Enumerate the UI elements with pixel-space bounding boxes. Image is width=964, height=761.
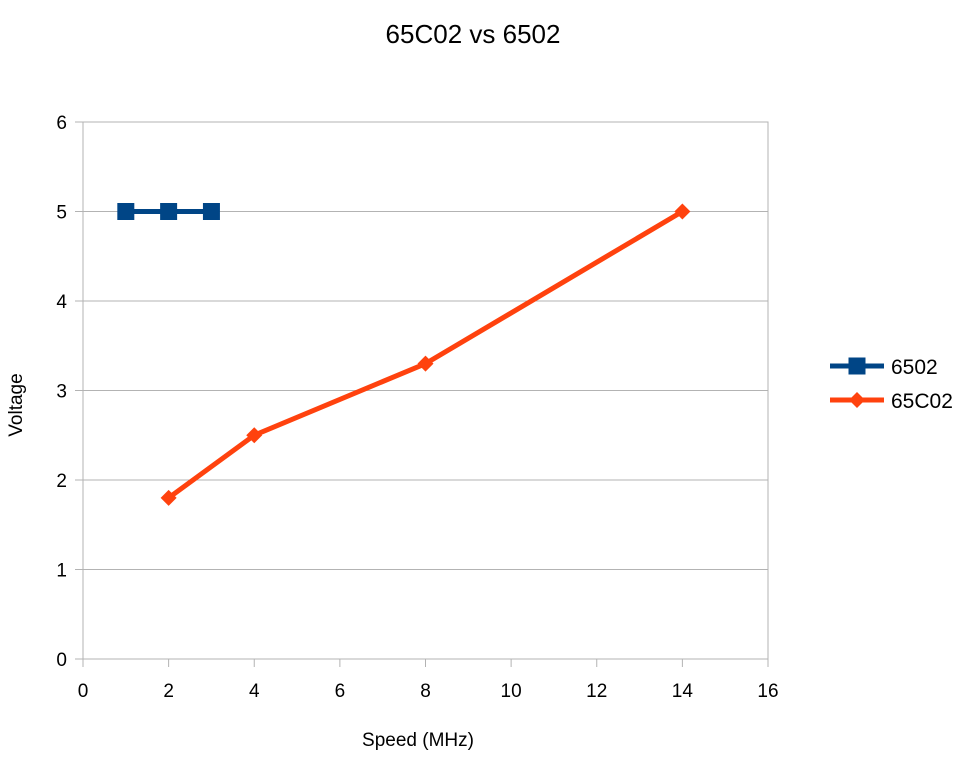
- x-axis-label: Speed (MHz): [362, 730, 474, 751]
- x-tick-label: 6: [335, 681, 346, 702]
- data-point-65C02: [246, 427, 263, 444]
- data-point-65C02: [674, 203, 691, 220]
- legend-item-6502: 6502: [830, 356, 938, 379]
- y-tick-label: 6: [56, 113, 67, 134]
- x-tick-label: 10: [501, 681, 522, 702]
- x-tick-label: 12: [586, 681, 607, 702]
- data-point-6502: [202, 203, 220, 220]
- series-layer: [117, 203, 691, 506]
- x-tick-label: 4: [249, 681, 260, 702]
- y-tick-label: 0: [56, 650, 67, 671]
- y-tick-label: 5: [56, 203, 67, 224]
- y-tick-label: 2: [56, 471, 67, 492]
- legend-marker: [848, 357, 866, 375]
- legend-marker: [849, 392, 865, 408]
- legend: 6502 65C02: [830, 356, 953, 413]
- x-tick-label: 0: [78, 681, 89, 702]
- y-axis-label: Voltage: [6, 373, 27, 436]
- x-axis-ticks: 0 2 4 6 8 10 12 14 16: [78, 659, 779, 702]
- y-tick-label: 1: [56, 561, 67, 582]
- y-axis-ticks: 0 1 2 3 4 5 6: [56, 113, 83, 671]
- x-tick-label: 14: [672, 681, 694, 702]
- series-line-65C02: [167, 209, 684, 500]
- x-tick-label: 8: [420, 681, 431, 702]
- data-point-65C02: [417, 355, 434, 372]
- y-tick-label: 3: [56, 382, 67, 403]
- gridlines: [83, 121, 768, 660]
- x-tick-label: 2: [163, 681, 174, 702]
- data-point-6502: [160, 203, 178, 220]
- legend-label: 6502: [891, 356, 938, 379]
- x-tick-label: 16: [757, 681, 778, 702]
- data-point-65C02: [160, 489, 177, 506]
- y-tick-label: 4: [56, 292, 67, 313]
- legend-item-65C02: 65C02: [830, 390, 953, 413]
- series-6502: [117, 203, 220, 220]
- data-point-6502: [117, 203, 135, 220]
- series-65C02: [160, 203, 691, 506]
- chart-title: 65C02 vs 6502: [386, 19, 561, 49]
- legend-label: 65C02: [891, 390, 953, 413]
